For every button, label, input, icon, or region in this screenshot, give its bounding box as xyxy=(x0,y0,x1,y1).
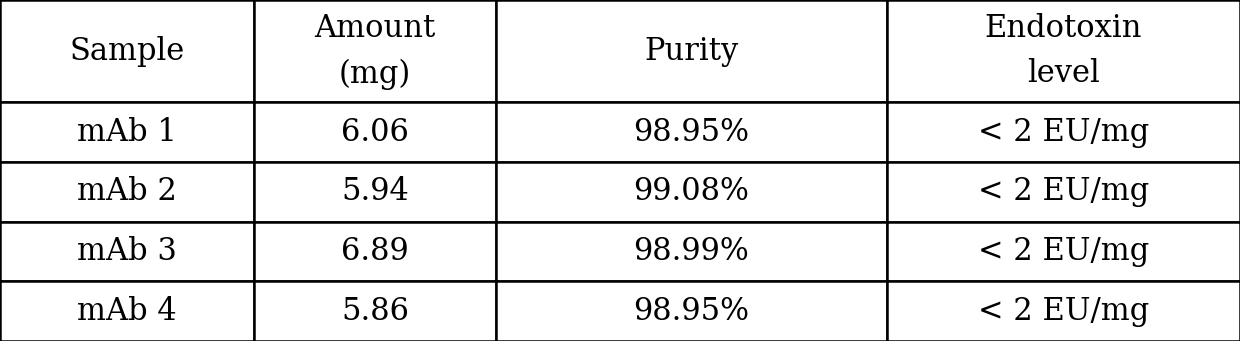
Text: 6.06: 6.06 xyxy=(341,117,409,148)
Text: 99.08%: 99.08% xyxy=(634,176,749,207)
Text: < 2 EU/mg: < 2 EU/mg xyxy=(977,296,1149,327)
Text: Purity: Purity xyxy=(644,36,739,66)
Bar xyxy=(887,162,1240,222)
Text: < 2 EU/mg: < 2 EU/mg xyxy=(977,236,1149,267)
Bar xyxy=(887,102,1240,162)
Bar xyxy=(254,0,496,102)
Text: mAb 3: mAb 3 xyxy=(77,236,177,267)
Bar xyxy=(0,222,254,281)
Text: Amount
(mg): Amount (mg) xyxy=(315,13,435,90)
Text: mAb 1: mAb 1 xyxy=(77,117,177,148)
Bar xyxy=(254,162,496,222)
Bar xyxy=(887,0,1240,102)
Text: Sample: Sample xyxy=(69,36,185,66)
Bar xyxy=(0,102,254,162)
Bar xyxy=(496,0,887,102)
Text: < 2 EU/mg: < 2 EU/mg xyxy=(977,176,1149,207)
Text: 98.99%: 98.99% xyxy=(634,236,749,267)
Text: 6.89: 6.89 xyxy=(341,236,409,267)
Bar xyxy=(254,281,496,341)
Text: < 2 EU/mg: < 2 EU/mg xyxy=(977,117,1149,148)
Bar xyxy=(496,281,887,341)
Text: mAb 4: mAb 4 xyxy=(77,296,177,327)
Bar xyxy=(254,102,496,162)
Bar xyxy=(254,222,496,281)
Text: 5.94: 5.94 xyxy=(341,176,409,207)
Text: 98.95%: 98.95% xyxy=(634,117,749,148)
Bar xyxy=(496,222,887,281)
Bar xyxy=(0,281,254,341)
Bar xyxy=(887,222,1240,281)
Bar xyxy=(0,162,254,222)
Bar xyxy=(496,102,887,162)
Text: Endotoxin
level: Endotoxin level xyxy=(985,13,1142,89)
Text: 98.95%: 98.95% xyxy=(634,296,749,327)
Text: mAb 2: mAb 2 xyxy=(77,176,177,207)
Text: 5.86: 5.86 xyxy=(341,296,409,327)
Bar xyxy=(0,0,254,102)
Bar xyxy=(887,281,1240,341)
Bar xyxy=(496,162,887,222)
